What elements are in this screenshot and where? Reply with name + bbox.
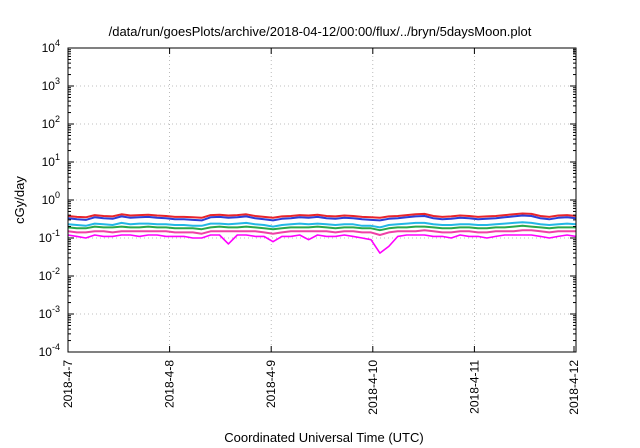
- x-tick-label: 2018-4-11: [467, 360, 481, 414]
- series-line: [67, 212, 577, 219]
- y-tick-label: 10-1: [39, 228, 60, 245]
- series-line: [67, 234, 577, 254]
- x-tick-label: 2018-4-9: [264, 360, 278, 408]
- y-tick-label: 10-4: [39, 342, 60, 359]
- x-tick-label: 2018-4-8: [163, 360, 177, 408]
- y-axis-label: cGy/day: [12, 176, 27, 224]
- series-line: [67, 224, 576, 232]
- x-tick-label: 2018-4-12: [567, 360, 581, 415]
- x-tick-label: 2018-4-7: [61, 360, 75, 408]
- y-tick-label: 10-3: [39, 304, 60, 321]
- grid-lines: [68, 48, 576, 352]
- series-line: [67, 229, 576, 236]
- y-tick-label: 104: [42, 38, 60, 55]
- y-tick-label: 102: [42, 114, 60, 131]
- x-axis: 2018-4-7 2018-4-8 2018-4-9 2018-4-10 2018-4-…: [61, 48, 581, 415]
- x-axis-label: Coordinated Universal Time (UTC): [224, 430, 423, 445]
- y-axis: 10-4 10-3 10-2 10-1 100 101 102 103 104: [39, 38, 576, 359]
- y-tick-label: 101: [42, 152, 60, 169]
- series-line: [67, 221, 577, 229]
- series-line: [67, 214, 577, 222]
- y-tick-label: 10-2: [39, 266, 60, 283]
- series-layer: [67, 212, 577, 254]
- y-tick-label: 103: [42, 76, 60, 93]
- y-tick-label: 100: [42, 190, 60, 207]
- chart-title: /data/run/goesPlots/archive/2018-04-12/0…: [109, 24, 532, 39]
- x-tick-label: 2018-4-10: [366, 360, 380, 415]
